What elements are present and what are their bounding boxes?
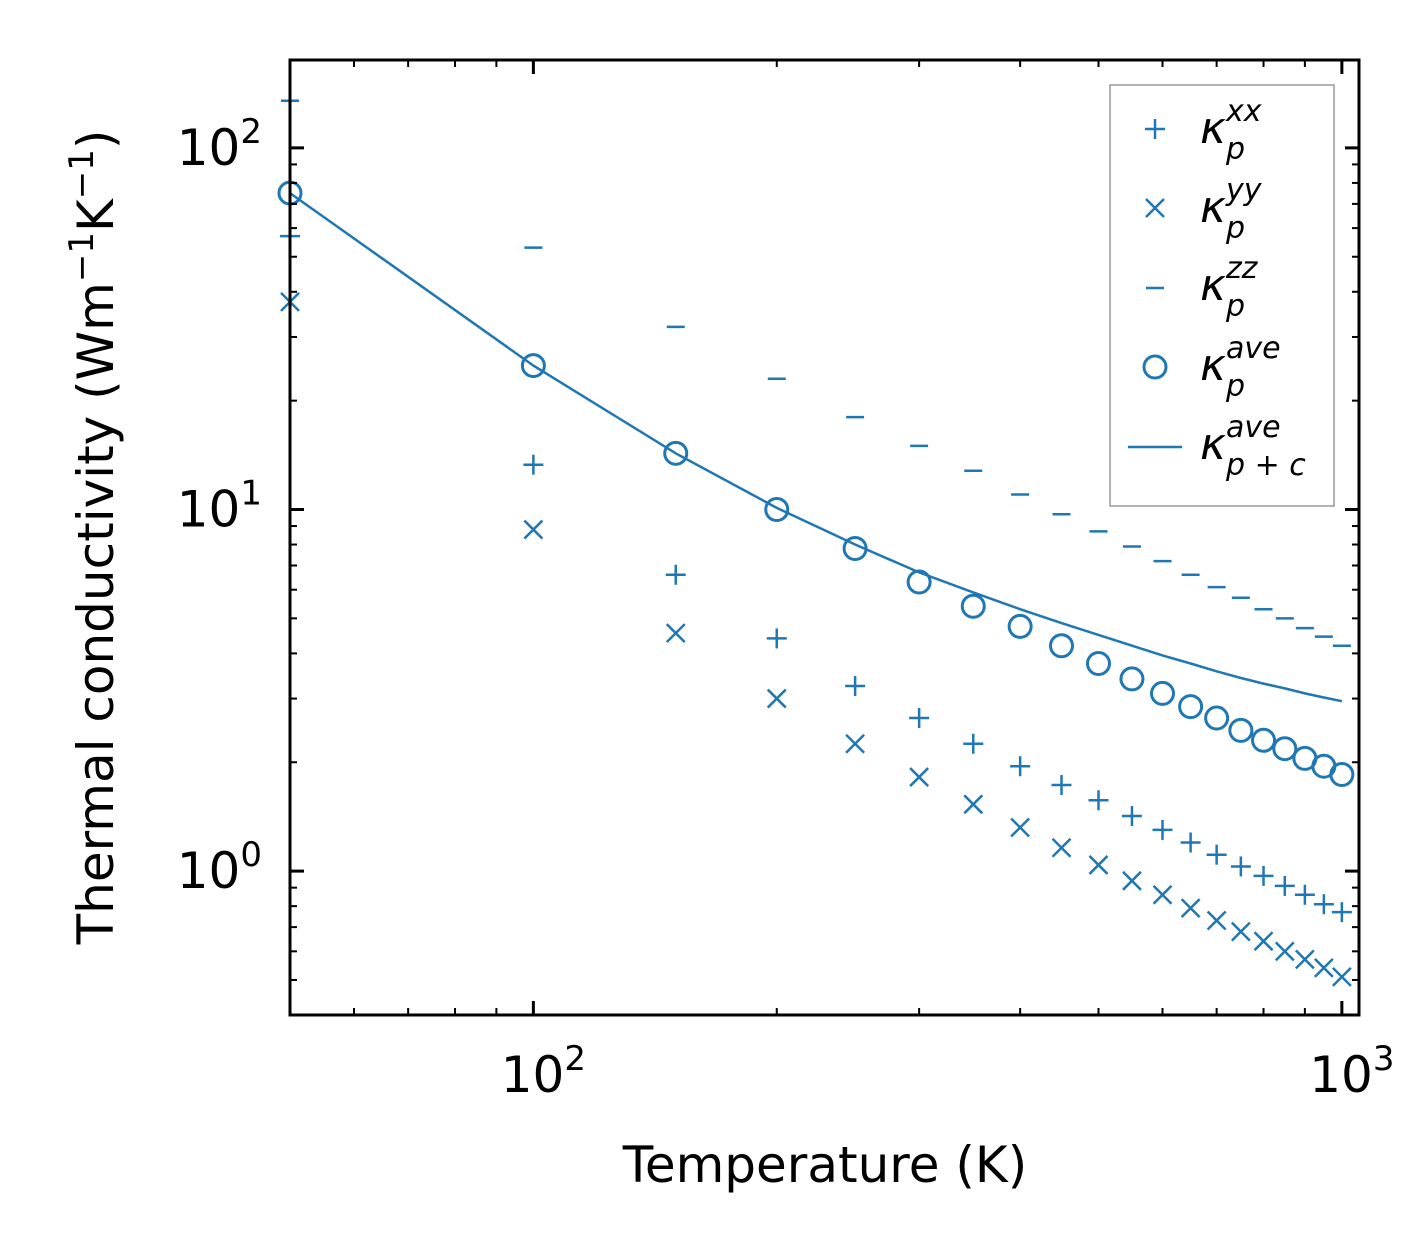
- series-kappa_p_xx: [280, 226, 1352, 923]
- y-axis-label-unit-k: K: [67, 198, 125, 232]
- kappa_p_yy-point-19: [1331, 966, 1352, 987]
- kappa_p_xx-point-9: [1088, 790, 1109, 811]
- kappa_p_xx-point-19: [1331, 902, 1352, 923]
- legend-frame: [1109, 84, 1335, 507]
- y-axis-label-exp-2: −1: [62, 149, 102, 199]
- y-axis-label-main: Thermal conductivity (Wm: [67, 282, 125, 945]
- x-axis-label: Temperature (K): [622, 1136, 1027, 1194]
- kappa_p_xx-point-11: [1152, 819, 1173, 840]
- kappa_p_ave-point-3: [764, 496, 790, 522]
- kappa_p_yy-point-12: [1180, 898, 1201, 919]
- kappa_p_xx-point-5: [909, 708, 930, 729]
- kappa_p_xx-point-1: [523, 454, 544, 475]
- legend-marker-yy: [1145, 198, 1165, 218]
- kappa_p_yy-point-1: [523, 519, 544, 540]
- kappa_p_xx-point-18: [1313, 894, 1334, 915]
- kappa_p_ave-point-16: [1272, 736, 1298, 762]
- kappa_p_xx-point-15: [1253, 865, 1274, 886]
- y-tick-label-1: 100: [177, 835, 262, 900]
- x-tick-label-1000: 103: [1309, 1039, 1394, 1104]
- kappa_p_xx-point-10: [1121, 806, 1142, 827]
- kappa_p_yy-point-2: [665, 623, 686, 644]
- kappa_p_ave-point-10: [1119, 666, 1145, 692]
- kappa_p_yy-point-14: [1230, 921, 1251, 942]
- kappa_p_xx-point-17: [1294, 884, 1315, 905]
- kappa_p_ave-point-6: [960, 593, 986, 619]
- kappa_p_yy-point-18: [1313, 957, 1334, 978]
- kappa_p_ave-point-12: [1178, 694, 1204, 720]
- legend-entry-kappa-pc-ave: κave p + c: [1200, 410, 1306, 483]
- kappa_p_yy-point-7: [1010, 817, 1031, 838]
- series-kappa_pc_ave: [289, 192, 1343, 703]
- plot-frame: [288, 58, 1361, 1017]
- series-line-kappa_pc_ave: [289, 192, 1343, 703]
- kappa_p_ave-point-8: [1048, 633, 1074, 659]
- y-axis-label-close: ): [67, 130, 125, 150]
- legend: κxx p κyy p κzz p κave p κave p + c: [1109, 84, 1335, 507]
- kappa_p_ave-point-11: [1150, 680, 1176, 706]
- legend-marker-ave: [1142, 354, 1168, 380]
- y-axis-label-exp-1: −1: [62, 232, 102, 282]
- kappa_p_xx-point-12: [1180, 832, 1201, 853]
- kappa_p_yy-point-9: [1088, 855, 1109, 875]
- kappa_p_ave-point-1: [520, 353, 546, 379]
- legend-entry-kappa-zz: κzz p: [1200, 251, 1259, 324]
- kappa_p_xx-point-3: [766, 628, 787, 649]
- y-tick-label-10: 101: [177, 473, 262, 538]
- kappa_p_yy-point-10: [1122, 870, 1142, 891]
- y-tick-label-100: 102: [177, 112, 262, 177]
- legend-entry-kappa-yy: κyy p: [1200, 173, 1263, 246]
- series-layer: [277, 99, 1355, 987]
- kappa_p_ave-point-2: [663, 440, 689, 466]
- kappa_p_xx-point-13: [1206, 844, 1227, 865]
- kappa_p_yy-point-11: [1152, 884, 1173, 905]
- legend-entry-kappa-xx: κxx p: [1200, 94, 1262, 167]
- kappa_p_xx-point-16: [1274, 875, 1295, 896]
- kappa_p_xx-point-6: [963, 733, 984, 754]
- labels-layer: 100 101 102 102 103: [177, 112, 1395, 1104]
- y-axis-label: Thermal conductivity (Wm−1K−1): [62, 130, 125, 946]
- series-kappa_p_yy: [280, 292, 1352, 987]
- kappa_p_ave-point-14: [1228, 717, 1254, 743]
- kappa_p_ave-point-15: [1251, 727, 1277, 753]
- legend-entry-kappa-ave: κave p: [1200, 331, 1281, 404]
- x-tick-label-100: 102: [501, 1039, 586, 1104]
- kappa_p_yy-point-8: [1051, 837, 1072, 858]
- kappa_p_xx-point-2: [665, 564, 686, 585]
- kappa_p_yy-point-5: [909, 767, 930, 787]
- kappa_p_xx-point-7: [1010, 756, 1031, 777]
- kappa_p_xx-point-8: [1051, 775, 1072, 796]
- kappa_p_yy-point-16: [1274, 941, 1295, 962]
- kappa_p_yy-point-17: [1294, 949, 1315, 970]
- kappa_p_yy-point-6: [963, 794, 984, 815]
- kappa_p_ave-point-19: [1329, 761, 1355, 787]
- series-kappa_p_ave: [277, 180, 1355, 787]
- kappa_p_yy-point-15: [1253, 931, 1274, 952]
- kappa_p_xx-point-4: [845, 676, 866, 697]
- kappa_p_yy-point-3: [766, 688, 787, 709]
- kappa_p_ave-point-9: [1085, 651, 1111, 677]
- kappa_p_yy-point-13: [1206, 910, 1227, 931]
- kappa_p_yy-point-4: [845, 733, 865, 754]
- kappa_p_ave-point-13: [1204, 705, 1230, 731]
- legend-marker-xx: [1145, 119, 1165, 139]
- kappa_p_ave-point-7: [1007, 613, 1033, 639]
- kappa_p_xx-point-14: [1230, 856, 1251, 877]
